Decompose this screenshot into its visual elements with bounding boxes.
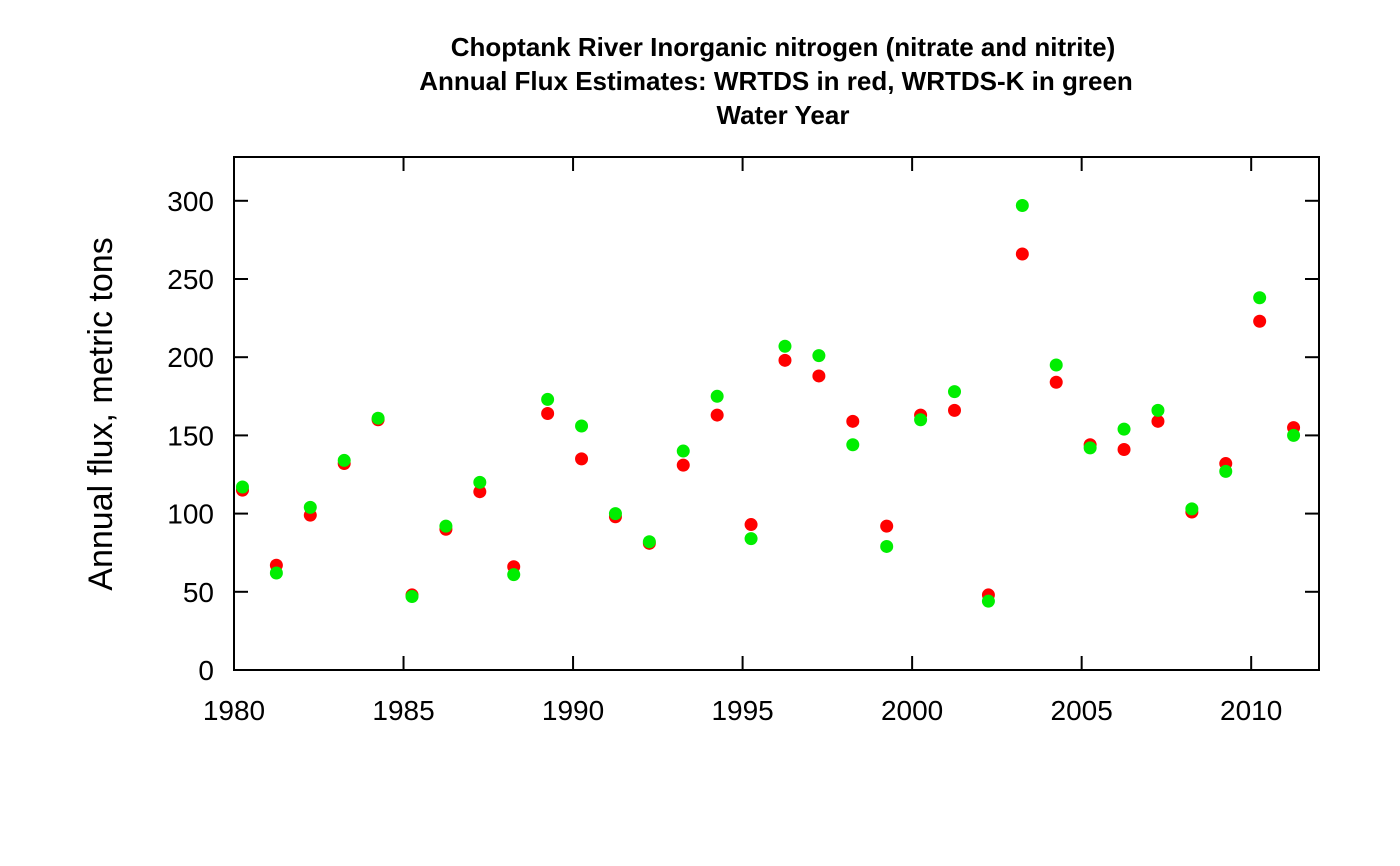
- data-point: [337, 453, 351, 467]
- data-point: [1117, 442, 1131, 456]
- data-point: [981, 594, 995, 608]
- data-point: [439, 519, 453, 533]
- data-point: [1287, 428, 1301, 442]
- data-point: [1049, 375, 1063, 389]
- x-tick-label: 1990: [542, 695, 604, 726]
- data-point: [608, 507, 622, 521]
- data-point: [1151, 414, 1165, 428]
- data-point: [846, 438, 860, 452]
- y-tick-label: 50: [183, 577, 214, 608]
- data-point: [1049, 358, 1063, 372]
- data-point: [1015, 247, 1029, 261]
- data-point: [541, 392, 555, 406]
- data-point: [541, 407, 555, 420]
- data-point: [880, 519, 894, 533]
- data-point: [575, 419, 589, 433]
- data-point: [676, 444, 690, 458]
- data-point: [744, 518, 758, 532]
- data-point: [744, 532, 758, 546]
- plot-frame: [233, 156, 1320, 671]
- y-tick-label: 300: [167, 186, 214, 217]
- data-point: [269, 566, 283, 580]
- series-1: [235, 198, 1301, 608]
- data-point: [812, 349, 826, 363]
- data-point: [473, 485, 487, 499]
- data-point: [676, 458, 690, 472]
- data-point: [914, 413, 928, 427]
- data-points: [235, 198, 1301, 608]
- data-point: [371, 411, 385, 425]
- data-point: [303, 500, 317, 514]
- data-point: [1151, 403, 1165, 417]
- x-tick-label: 1980: [203, 695, 265, 726]
- data-point: [642, 535, 656, 549]
- data-point: [405, 589, 419, 603]
- y-tick-label: 0: [198, 655, 214, 686]
- chart-title: Choptank River Inorganic nitrogen (nitra…: [419, 32, 1133, 130]
- y-tick-label: 200: [167, 342, 214, 373]
- data-point: [507, 568, 521, 582]
- data-point: [948, 385, 962, 399]
- data-point: [710, 408, 724, 422]
- data-point: [880, 539, 894, 553]
- data-point: [473, 475, 487, 489]
- data-point: [812, 369, 826, 383]
- series-0: [235, 247, 1301, 602]
- x-tick-label: 2005: [1051, 695, 1113, 726]
- x-tick-label: 1985: [372, 695, 434, 726]
- x-tick-label: 2010: [1220, 695, 1282, 726]
- x-tick-label: 2000: [881, 695, 943, 726]
- data-point: [1185, 502, 1199, 516]
- x-tick-label: 1995: [711, 695, 773, 726]
- y-axis-label: Annual flux, metric tons: [82, 237, 120, 590]
- data-point: [1117, 422, 1131, 436]
- axes: 1980 1985 1990 1995 2000 2005 2010 0 50 100 150 200…: [167, 157, 1319, 726]
- data-point: [846, 414, 860, 428]
- data-point: [1253, 314, 1267, 328]
- data-point: [235, 480, 249, 494]
- y-tick-label: 100: [167, 499, 214, 530]
- data-point: [575, 452, 589, 466]
- data-point: [1253, 291, 1267, 305]
- y-tick-label: 150: [167, 420, 214, 451]
- chart-title-line-3: Water Year: [717, 100, 850, 130]
- chart-title-line-2: Annual Flux Estimates: WRTDS in red, WRT…: [419, 66, 1133, 96]
- data-point: [1015, 198, 1029, 212]
- data-point: [948, 403, 962, 417]
- chart-title-line-1: Choptank River Inorganic nitrogen (nitra…: [451, 32, 1116, 62]
- data-point: [1083, 441, 1097, 455]
- data-point: [1219, 464, 1233, 478]
- data-point: [778, 353, 792, 367]
- data-point: [710, 389, 724, 403]
- data-point: [778, 339, 792, 353]
- y-tick-label: 250: [167, 264, 214, 295]
